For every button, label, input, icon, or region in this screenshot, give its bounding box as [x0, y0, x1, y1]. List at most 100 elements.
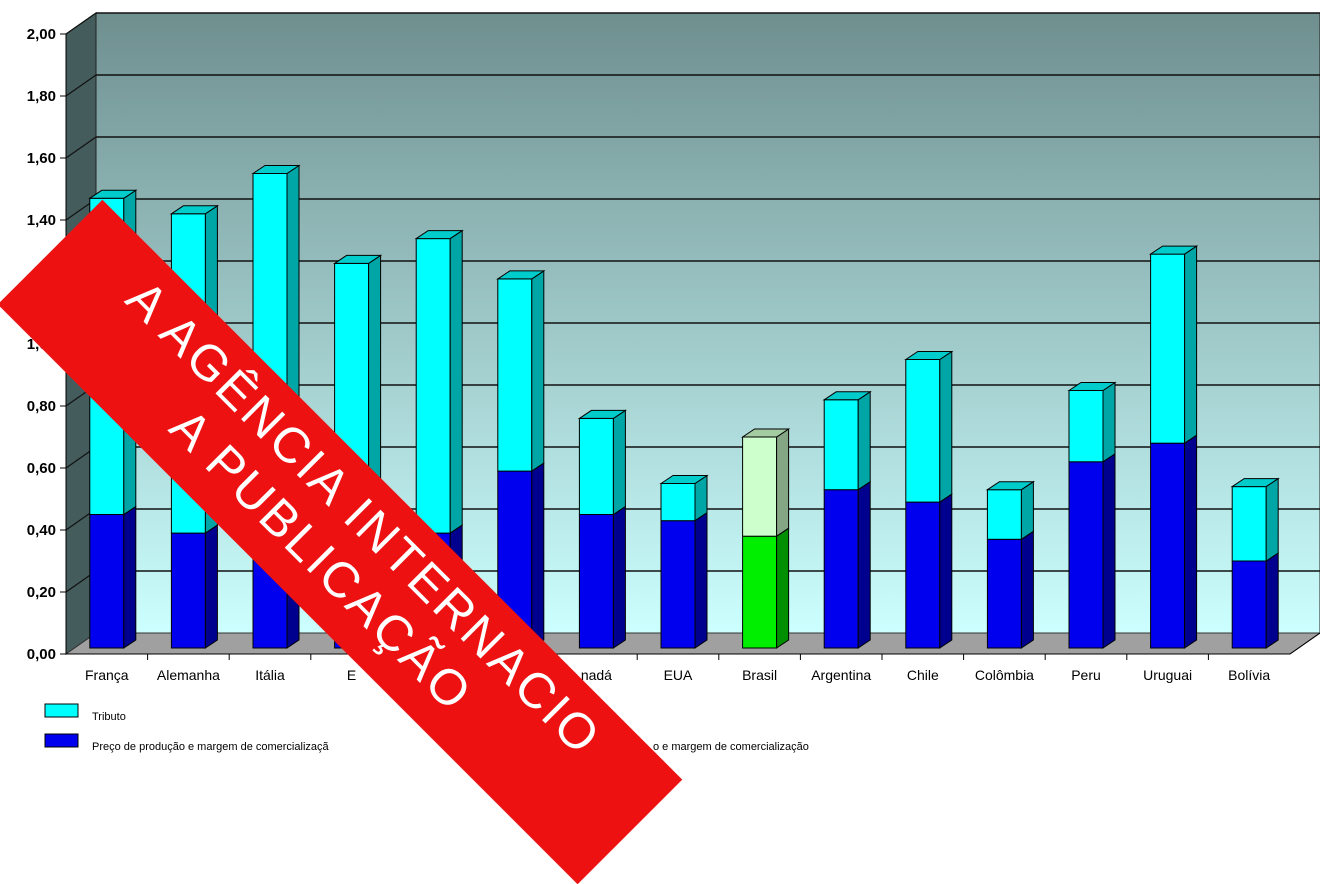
bar-group — [1067, 381, 1117, 649]
bar-group — [496, 269, 546, 649]
bar-top-face — [414, 230, 464, 240]
legend-label-preco: Preço de produção e margem de comerciali… — [92, 741, 330, 753]
x-tick-label: Peru — [1071, 667, 1101, 683]
x-tick-label: EUA — [664, 667, 693, 683]
bar-preco — [89, 514, 125, 649]
bar-top-face — [740, 428, 791, 438]
bar-group — [904, 350, 954, 649]
bar-preco — [823, 489, 859, 649]
bar-preco — [660, 520, 696, 649]
bar-tributo-side — [1265, 477, 1279, 562]
bar-preco-side — [204, 524, 218, 649]
bar-preco — [742, 535, 778, 649]
bar-preco — [1150, 442, 1186, 649]
bar-top-face — [904, 351, 954, 360]
bar-tributo-side — [612, 409, 626, 516]
bar-top-face — [1148, 245, 1199, 255]
x-tick-label: Alemanha — [157, 667, 220, 683]
bar-tributo — [823, 399, 859, 491]
bar-preco — [1231, 560, 1267, 649]
bar-tributo — [1150, 253, 1186, 444]
bar-group — [577, 409, 628, 649]
y-tick-label: 1,80 — [27, 88, 56, 105]
legend: Tributo Preço de produção e margem de com… — [44, 703, 809, 753]
bar-top-face — [88, 189, 138, 199]
bar-tributo — [986, 489, 1022, 540]
bar-preco-side — [939, 493, 953, 649]
axes: 0,000,200,400,600,801,001,201,401,601,80… — [27, 26, 1320, 683]
bar-tributo — [415, 238, 451, 534]
bar-tributo-side — [531, 269, 545, 473]
y-tick-label: 0,40 — [27, 522, 56, 539]
gridline-side — [65, 74, 97, 97]
bar-tributo-side — [1184, 245, 1198, 445]
x-tick-label: Brasil — [742, 667, 777, 683]
stacked-bar-chart: 0,000,200,400,600,801,001,201,401,601,80… — [27, 12, 1320, 753]
x-tick-label: Chile — [907, 667, 939, 683]
bar-preco — [170, 532, 206, 649]
bar-top-face — [1230, 478, 1280, 488]
legend-label-preco-continued: o e margem de comercialização — [653, 741, 809, 753]
bar-group — [1148, 245, 1199, 649]
x-tick-label: França — [85, 667, 129, 683]
bar-preco-side — [1184, 434, 1198, 649]
bar-preco-side — [694, 511, 708, 649]
bar-group — [659, 474, 709, 649]
x-tick-label: Colômbia — [975, 667, 1034, 683]
x-tick-label: Uruguai — [1143, 667, 1192, 683]
x-tick-label: E — [347, 667, 356, 683]
y-tick-label: 0,20 — [27, 584, 56, 601]
bar-preco-side — [123, 505, 137, 649]
x-tick-label: Argentina — [811, 667, 871, 683]
bar-tributo — [497, 278, 533, 472]
y-tick-label: 0,00 — [27, 646, 56, 663]
legend-label-tributo: Tributo — [92, 711, 126, 723]
y-tick-label: 1,60 — [27, 150, 56, 167]
bar-top-face — [251, 165, 301, 174]
bar-preco-side — [612, 505, 626, 649]
bar-tributo — [660, 483, 696, 522]
bar-group — [985, 480, 1036, 649]
bar-tributo-side — [449, 229, 463, 535]
gridline-side — [65, 136, 97, 159]
legend-swatch-tributo — [44, 703, 79, 718]
bar-preco-side — [1265, 552, 1279, 649]
legend-swatch-preco — [44, 733, 79, 748]
bar-top-face — [985, 481, 1036, 491]
bar-top-face — [577, 409, 628, 419]
bar-tributo — [1231, 486, 1267, 562]
bar-top-face — [169, 205, 220, 215]
bar-group — [822, 390, 872, 649]
bar-top-face — [659, 475, 709, 484]
bar-preco-side — [1102, 452, 1116, 649]
bar-preco-side — [1020, 530, 1034, 649]
bar-preco-side — [531, 462, 545, 649]
gridline-side — [65, 12, 97, 35]
bar-group — [1230, 477, 1280, 649]
bar-preco — [1068, 461, 1104, 649]
bar-preco-side — [776, 527, 790, 649]
y-tick-label: 0,60 — [27, 460, 56, 477]
bar-tributo-side — [857, 390, 871, 491]
bar-group — [740, 428, 791, 649]
bar-top-face — [332, 254, 383, 264]
floor-edge — [1289, 632, 1320, 655]
bar-top-face — [822, 391, 872, 401]
bar-tributo-side — [1102, 381, 1116, 463]
y-tick-label: 2,00 — [27, 26, 56, 43]
x-tick-label: Bolívia — [1228, 667, 1270, 683]
bar-tributo — [742, 436, 778, 537]
x-tick-label: nadá — [581, 667, 612, 683]
bar-preco — [905, 501, 941, 649]
bar-preco — [986, 538, 1022, 649]
bar-tributo-side — [776, 428, 790, 538]
bar-tributo — [578, 417, 614, 515]
bar-top-face — [496, 270, 546, 280]
bar-tributo — [905, 359, 941, 503]
x-tick-label: Itália — [255, 667, 285, 683]
bar-preco — [578, 514, 614, 649]
bar-tributo — [1068, 390, 1104, 463]
bar-top-face — [1067, 382, 1117, 391]
bar-tributo-side — [939, 350, 953, 504]
bars — [88, 164, 1280, 649]
